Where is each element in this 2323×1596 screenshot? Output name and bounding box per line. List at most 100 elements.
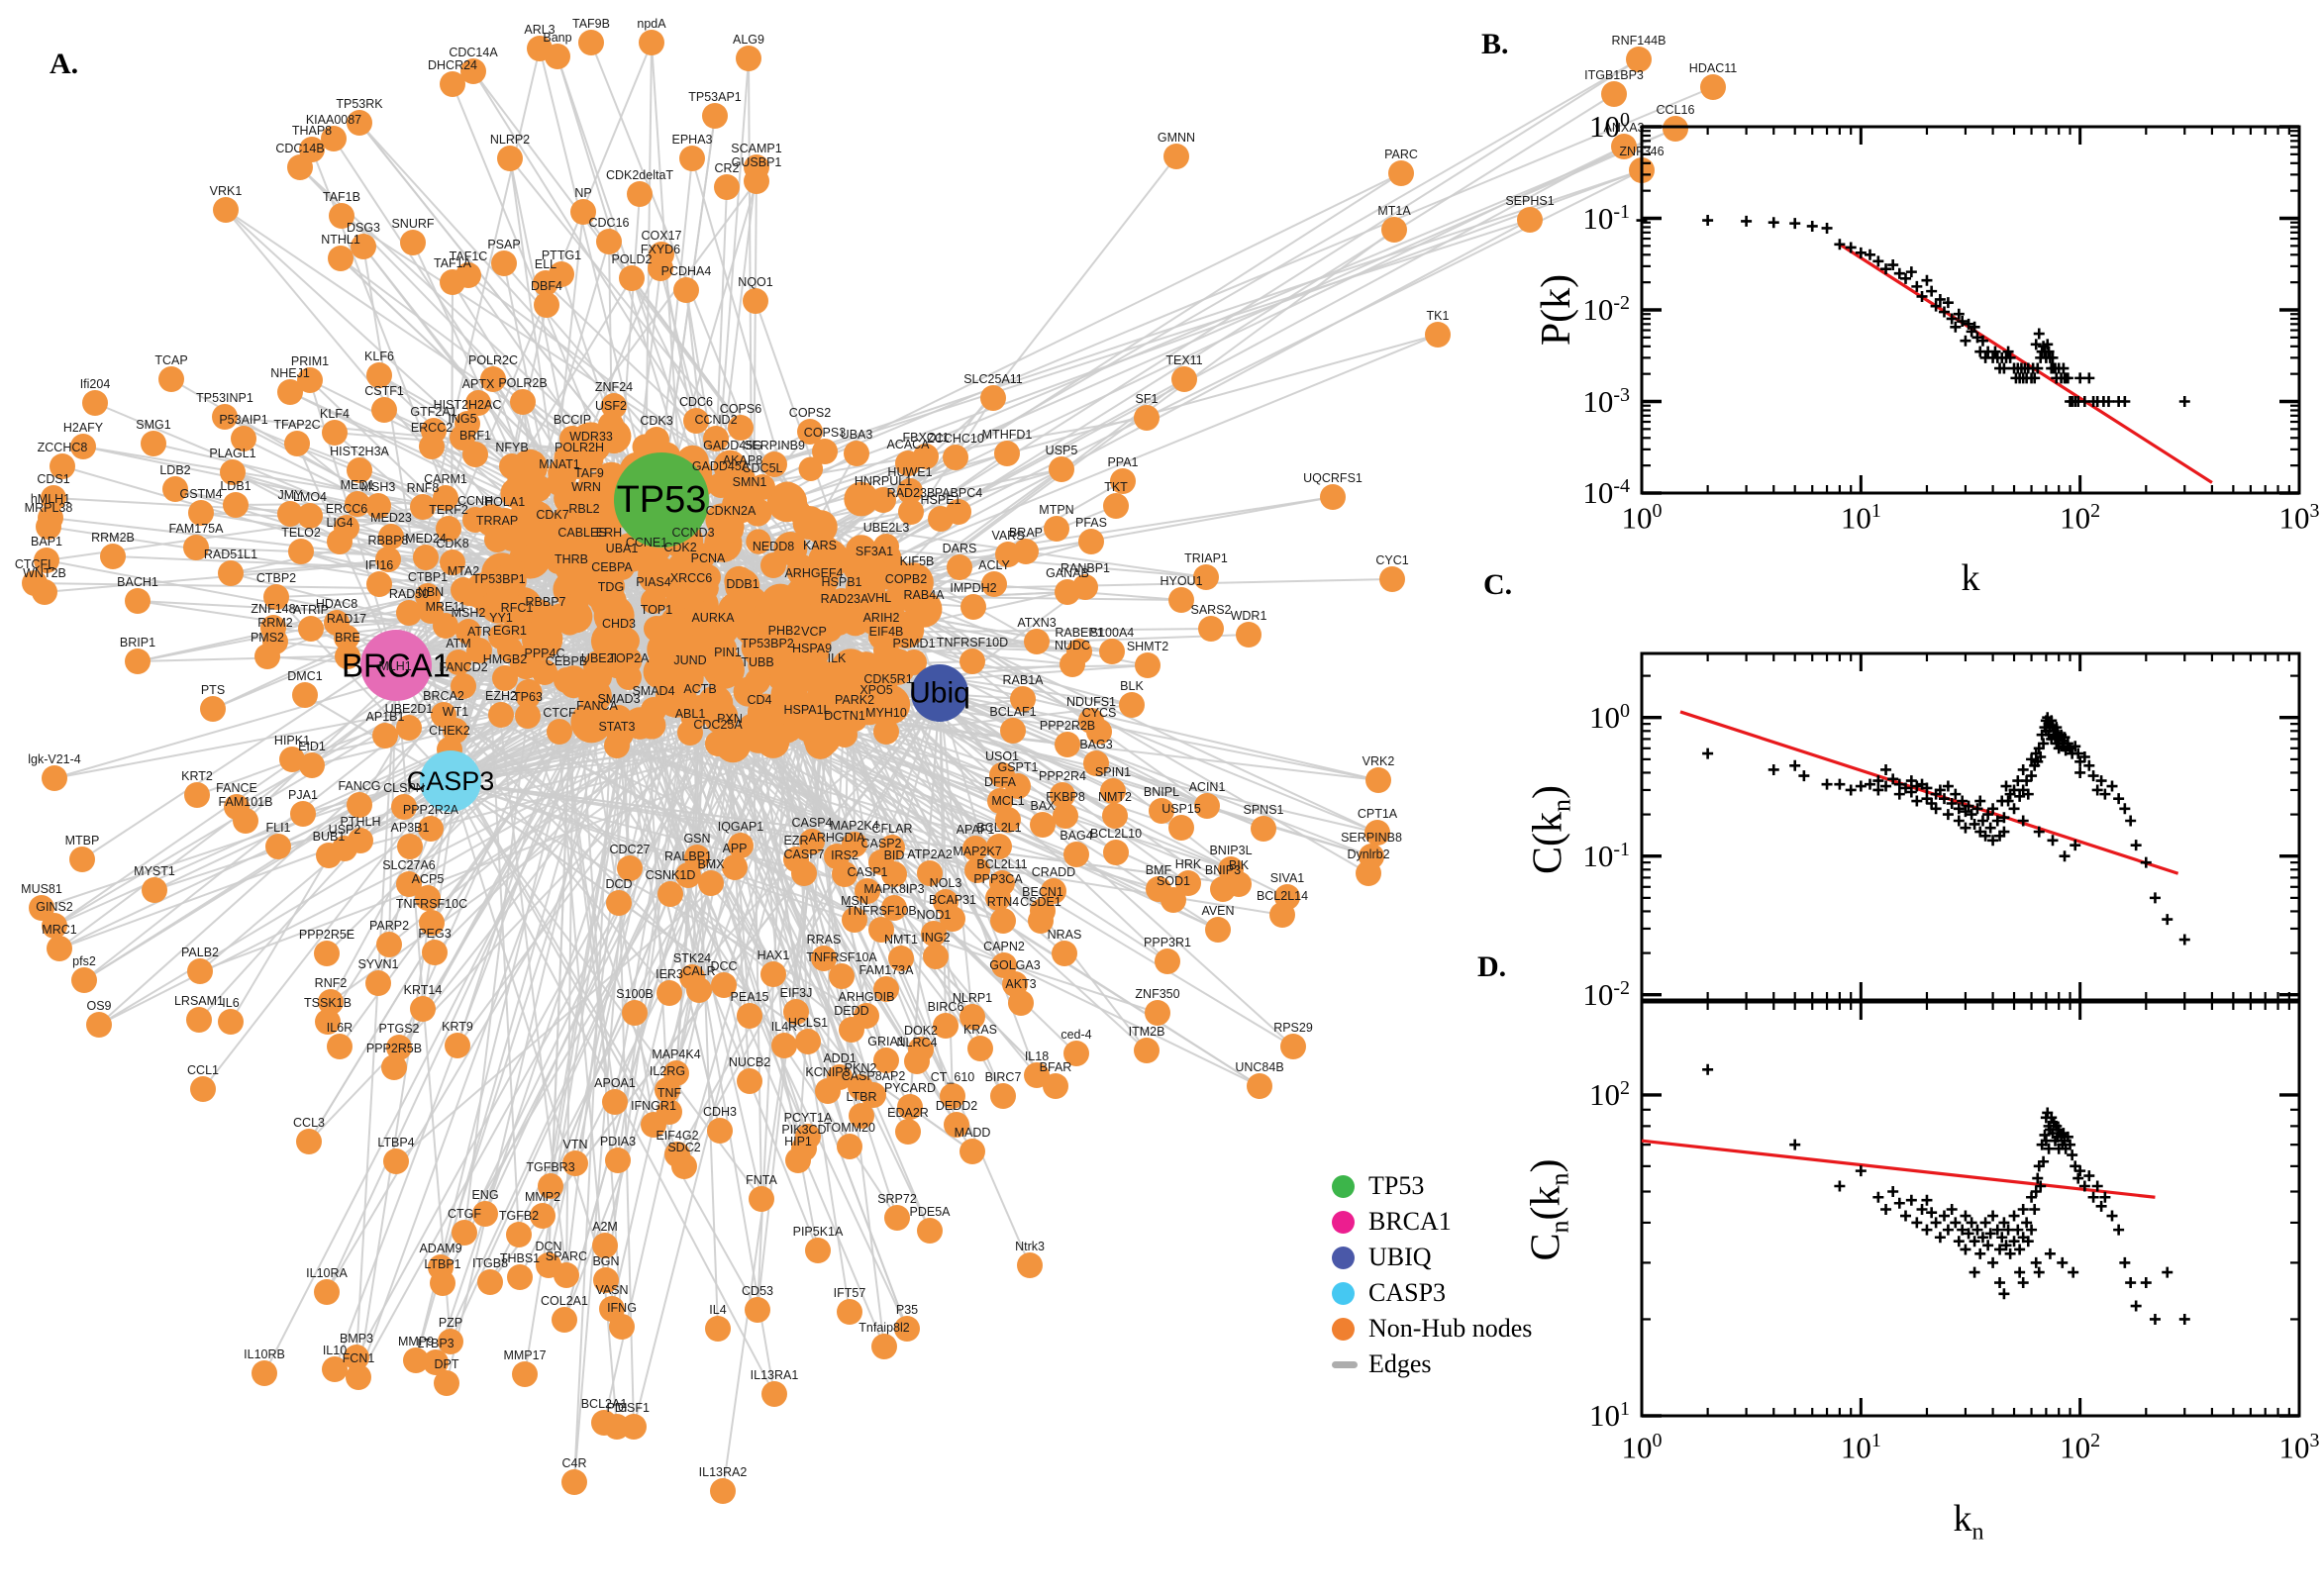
network-node xyxy=(641,588,666,614)
network-node xyxy=(396,600,422,626)
tp53-legend-dot-icon xyxy=(1332,1174,1355,1198)
network-node-label: GSPT1 xyxy=(998,760,1039,774)
network-core-node xyxy=(663,619,693,648)
network-node-label: PMS2 xyxy=(251,631,284,645)
network-node xyxy=(288,539,314,564)
network-node-label: PXN xyxy=(717,712,743,726)
network-node-label: ZCCHC10 xyxy=(927,432,984,446)
network-node xyxy=(1041,878,1066,904)
network-node-label: ING2 xyxy=(921,931,950,945)
network-node xyxy=(552,1307,577,1333)
network-node-label: CD53 xyxy=(742,1284,773,1298)
network-node xyxy=(499,453,525,479)
network-node-label: FANCD2 xyxy=(439,660,487,674)
network-node xyxy=(606,630,632,655)
network-node xyxy=(795,1029,821,1054)
network-node xyxy=(657,881,683,907)
network-node xyxy=(578,30,604,55)
network-node-label: FLI1 xyxy=(265,821,290,835)
network-node-label: P35 xyxy=(896,1303,918,1317)
network-node-label: MMP2 xyxy=(525,1190,560,1204)
legend-item-tp53: TP53 xyxy=(1332,1168,1532,1204)
network-node-label: DHCR24 xyxy=(428,58,477,72)
network-node xyxy=(995,807,1021,833)
network-node xyxy=(644,427,669,452)
network-node-label: CDC25A xyxy=(693,718,743,732)
network-node-label: MSH2 xyxy=(452,606,486,620)
network-node-label: PIN1 xyxy=(714,646,742,659)
network-node-label: ACIN1 xyxy=(1189,780,1226,794)
network-node xyxy=(186,1007,212,1033)
network-node-label: CYC1 xyxy=(1375,553,1408,567)
network-node-label: NHEJ1 xyxy=(270,366,310,380)
network-node xyxy=(1072,574,1098,600)
network-node xyxy=(737,488,762,514)
network-node-label: GANAB xyxy=(1046,566,1089,580)
network-node xyxy=(220,459,246,485)
network-node-label: SF3A1 xyxy=(856,545,893,558)
network-node-label: CSNK1D xyxy=(646,868,696,882)
network-core-node xyxy=(561,593,589,620)
network-node xyxy=(981,571,1007,597)
network-node-label: NMT2 xyxy=(1098,790,1132,804)
network-node-label: ATP2A2 xyxy=(907,848,953,861)
network-node-label: TK1 xyxy=(1427,309,1450,323)
network-node-label: BRCA2 xyxy=(423,689,464,703)
network-node xyxy=(265,834,291,859)
network-node xyxy=(547,719,572,745)
tick-label-10e-2: 10-2 xyxy=(1582,291,1630,328)
network-node-label: FAM101B xyxy=(219,795,273,809)
network-node-label: LDB1 xyxy=(220,479,251,493)
network-node-label: COL2A1 xyxy=(541,1294,588,1308)
network-node-label: TEX11 xyxy=(1165,353,1202,367)
network-edge xyxy=(643,633,775,1395)
network-node-label: RANBP1 xyxy=(1060,561,1110,575)
network-node xyxy=(287,154,313,180)
network-node-label: RAD17 xyxy=(327,612,366,626)
network-node xyxy=(837,1299,862,1325)
network-node-label: BIRC6 xyxy=(928,1000,964,1014)
network-node-label: THBS1 xyxy=(500,1251,540,1265)
network-node xyxy=(960,1139,985,1164)
hub-node-casp3 xyxy=(420,750,481,812)
network-node xyxy=(605,1147,631,1173)
network-node-label: SERPINB8 xyxy=(1341,831,1402,845)
network-node xyxy=(698,870,724,896)
network-node-label: TAF1B xyxy=(323,190,360,204)
network-node xyxy=(684,845,710,870)
network-node xyxy=(1134,1038,1160,1063)
network-node-label: NOL3 xyxy=(930,876,962,890)
network-node xyxy=(1043,1073,1068,1099)
network-node xyxy=(842,907,867,933)
network-node-label: PHB2 xyxy=(768,624,801,638)
network-node-label: APP xyxy=(722,842,747,855)
network-node-label: KARS xyxy=(803,539,837,552)
network-node xyxy=(530,1203,556,1229)
scatter-points-c xyxy=(1702,712,2190,946)
network-edge xyxy=(355,633,754,1358)
panel-b-y-axis-title: P(k) xyxy=(1534,273,1579,347)
network-node xyxy=(1008,990,1034,1016)
network-edge xyxy=(712,334,1439,536)
network-node-label: ARHGEF4 xyxy=(784,566,843,580)
network-node xyxy=(737,1003,762,1029)
network-node xyxy=(839,1017,864,1043)
network-node xyxy=(730,590,756,616)
network-node xyxy=(1100,778,1126,804)
panel-d-x-axis-title: kn xyxy=(1953,1498,1984,1546)
network-node-label: HSPA9 xyxy=(792,642,832,655)
network-node xyxy=(807,551,833,577)
network-node xyxy=(990,908,1016,934)
network-node-label: RAB1A xyxy=(1003,673,1045,687)
network-node xyxy=(1030,812,1056,838)
network-node-label: PKN2 xyxy=(845,1061,877,1075)
network-node xyxy=(125,588,151,614)
network-node-label: ELL xyxy=(535,257,556,271)
network-node-label: KRT14 xyxy=(404,983,443,997)
network-node-label: HCLS1 xyxy=(788,1016,828,1030)
network-node xyxy=(422,940,448,965)
network-node xyxy=(162,476,188,502)
network-node-label: JMY xyxy=(278,488,304,502)
network-node xyxy=(1044,516,1069,542)
network-node-label: NDUFS1 xyxy=(1066,695,1116,709)
